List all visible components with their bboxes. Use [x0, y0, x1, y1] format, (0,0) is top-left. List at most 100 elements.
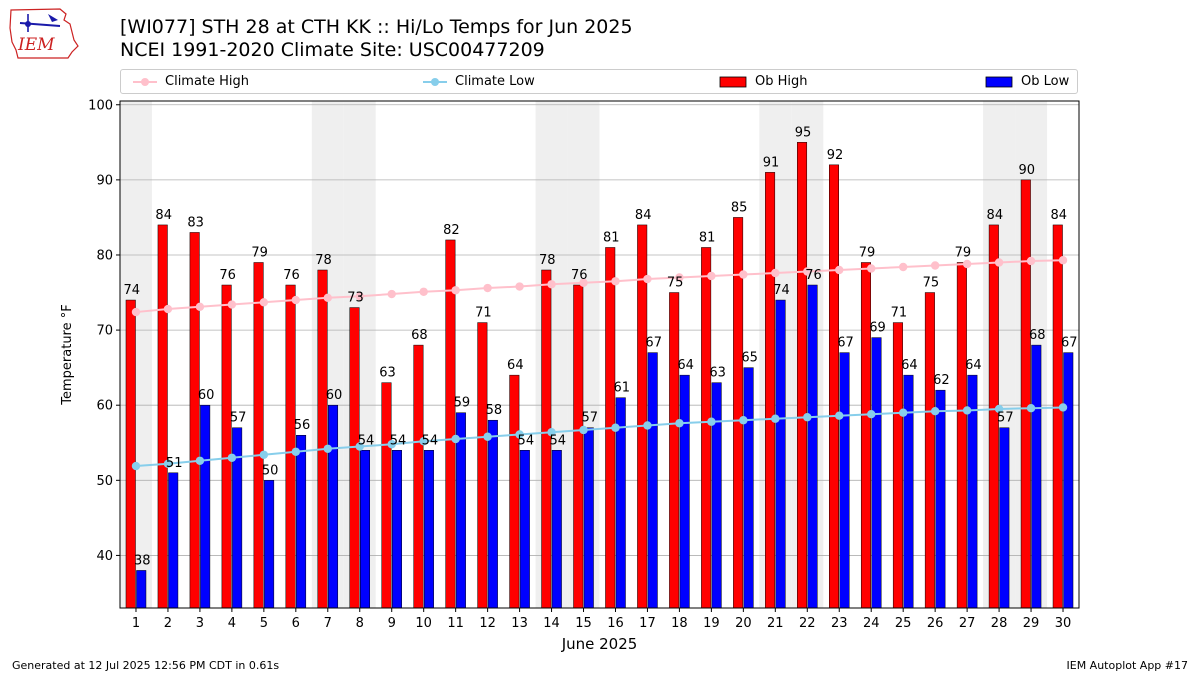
ob-high-bar-29 [1020, 179, 1031, 609]
bars [125, 142, 1074, 609]
ob-high-bar-9 [381, 382, 392, 609]
ob-high-bar-2 [157, 224, 168, 609]
climate-low-point-13 [515, 430, 524, 439]
climate-lines [131, 256, 1068, 471]
legend-label-ob-high: Ob High [755, 74, 808, 89]
y-tick-label-100: 100 [88, 98, 113, 113]
ob-low-bar-6 [296, 434, 307, 609]
climate-high-line [135, 259, 1064, 314]
ob-high-bar-13 [509, 374, 520, 609]
ob-low-label-19: 63 [709, 366, 726, 381]
x-tick-label-17: 17 [639, 616, 656, 631]
ob-low-bar-15 [583, 427, 594, 609]
climate-high-point-26 [930, 261, 940, 270]
ob-high-bar-23 [829, 164, 839, 609]
ob-low-label-11: 59 [454, 396, 471, 411]
ob-low-label-9: 54 [390, 433, 407, 448]
legend: Climate High Climate Low Ob High Ob Low [120, 69, 1078, 94]
legend-label-climate-high: Climate High [165, 74, 250, 89]
x-tick-label-25: 25 [895, 616, 912, 631]
climate-high-point-7 [323, 293, 332, 302]
ob-high-label-30: 84 [1050, 208, 1067, 223]
climate-low-point-20 [739, 416, 748, 425]
weekend-band-8 [343, 101, 376, 608]
x-tick-label-11: 11 [447, 616, 464, 631]
ob-low-label-23: 67 [837, 336, 854, 351]
ob-low-label-1: 38 [134, 553, 151, 568]
ob-low-label-8: 54 [358, 433, 375, 448]
climate-high-point-28 [994, 258, 1004, 267]
ob-high-label-26: 75 [923, 276, 940, 291]
climate-low-point-28 [994, 404, 1004, 414]
y-tick-label-70: 70 [96, 324, 113, 339]
x-tick-label-19: 19 [703, 616, 720, 631]
data-labels: 74 84 83 76 79 76 78 73 63 68 82 71 64 78 76 81 84 75 81 85… [123, 125, 1077, 568]
ob-high-bar-26 [924, 292, 935, 609]
ob-high-label-22: 95 [795, 125, 812, 140]
ob-low-label-26: 62 [933, 373, 950, 388]
ob-high-label-6: 76 [283, 268, 300, 283]
ob-high-label-13: 64 [507, 358, 524, 373]
climate-low-line [135, 406, 1064, 468]
legend-swatch-ob-high [719, 76, 747, 87]
ob-high-bar-25 [892, 322, 903, 609]
legend-swatch-ob-low [985, 76, 1013, 87]
climate-low-point-27 [962, 406, 972, 415]
y-axis-label: Temperature °F [60, 304, 75, 405]
ob-low-label-27: 64 [965, 358, 982, 373]
climate-high-point-18 [675, 273, 684, 282]
climate-low-point-2 [163, 459, 173, 468]
ob-low-label-28: 57 [997, 411, 1014, 426]
climate-high-point-15 [579, 278, 588, 287]
y-tick-label-60: 60 [96, 399, 113, 414]
x-tick-label-22: 22 [799, 616, 816, 631]
climate-low-point-17 [643, 421, 652, 430]
climate-high-point-11 [451, 286, 460, 295]
ob-low-label-4: 57 [230, 411, 247, 426]
ob-low-bar-18 [679, 374, 690, 609]
ob-high-bar-17 [637, 224, 648, 609]
ob-low-label-5: 50 [262, 463, 279, 478]
legend-item-ob-high: Ob High [719, 70, 808, 93]
ob-low-bar-21 [775, 299, 786, 609]
x-tick-label-20: 20 [735, 616, 752, 631]
x-tick-label-8: 8 [356, 616, 364, 631]
y-tick-label-90: 90 [96, 173, 113, 188]
ob-high-bar-4 [221, 284, 232, 609]
ob-high-label-10: 68 [411, 328, 428, 343]
ob-high-label-19: 81 [699, 230, 716, 245]
ob-high-bar-16 [605, 247, 616, 609]
x-tick-label-24: 24 [863, 616, 880, 631]
ob-high-bar-24 [860, 262, 871, 609]
ob-high-bar-1 [125, 299, 136, 609]
ob-low-bar-17 [647, 352, 658, 609]
climate-low-point-11 [451, 434, 460, 444]
ob-low-bar-16 [615, 397, 626, 609]
ob-high-label-24: 79 [859, 245, 876, 260]
ob-high-bar-5 [253, 262, 264, 609]
x-tick-label-26: 26 [927, 616, 944, 631]
climate-high-point-2 [163, 304, 173, 314]
ob-low-label-15: 57 [581, 411, 598, 426]
ob-high-label-11: 82 [443, 223, 460, 238]
climate-high-point-29 [1026, 256, 1036, 266]
x-tick-label-27: 27 [959, 616, 976, 631]
climate-low-point-15 [579, 425, 588, 435]
ob-low-bar-22 [807, 284, 818, 609]
ob-high-label-20: 85 [731, 200, 748, 215]
climate-low-point-29 [1026, 404, 1036, 413]
ob-high-bar-18 [669, 292, 680, 609]
ob-high-label-25: 71 [891, 306, 908, 321]
ob-low-label-12: 58 [486, 403, 503, 418]
x-tick-label-18: 18 [671, 616, 688, 631]
ob-high-bar-12 [477, 322, 488, 609]
climate-high-point-4 [227, 300, 237, 309]
ob-low-label-20: 65 [741, 351, 758, 366]
ob-low-label-10: 54 [422, 433, 439, 448]
ob-low-bar-19 [711, 382, 722, 609]
x-tick-label-2: 2 [164, 616, 172, 631]
y-tick-label-50: 50 [96, 474, 113, 489]
ob-high-bar-15 [573, 284, 584, 609]
footer-app: IEM Autoplot App #17 [1066, 659, 1189, 672]
weekend-band-28 [983, 101, 1016, 608]
